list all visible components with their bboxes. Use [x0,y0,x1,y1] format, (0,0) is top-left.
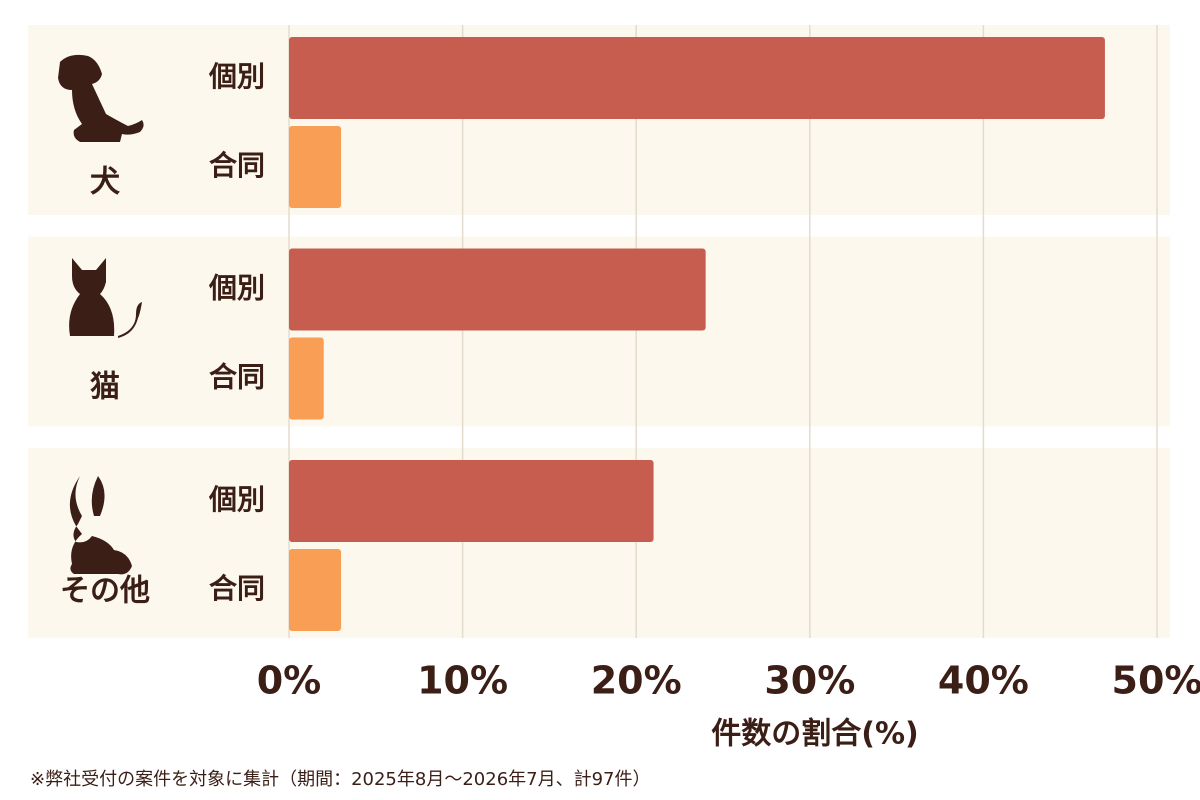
rabbit-icon [69,476,132,575]
category-label: その他 [60,574,150,609]
series-label: 合同 [209,572,265,605]
series-label: 個別 [208,483,265,516]
x-tick-label: 20% [591,659,682,703]
cat-icon [69,258,142,338]
x-tick-label: 50% [1112,659,1200,703]
footnote: ※弊社受付の案件を対象に集計（期間：2025年8月〜2026年7月、計97件） [30,769,651,790]
series-label: 合同 [209,361,265,394]
series-label: 合同 [209,149,265,182]
x-tick-label: 0% [257,659,322,703]
category-label: 猫 [90,370,120,405]
bar [289,37,1105,119]
bar [289,460,654,542]
series-label: 個別 [208,60,265,93]
x-tick-label: 30% [764,659,855,703]
bar [289,337,324,420]
bar [289,248,706,331]
icons [58,54,144,575]
x-tick-label: 10% [417,659,508,703]
category-label: 犬 [90,165,120,200]
bar [289,126,342,208]
series-label: 個別 [208,272,265,305]
bar [289,549,342,631]
dog-icon [58,54,144,142]
x-axis-title: 件数の割合(%) [711,717,918,752]
x-tick-label: 40% [938,659,1029,703]
